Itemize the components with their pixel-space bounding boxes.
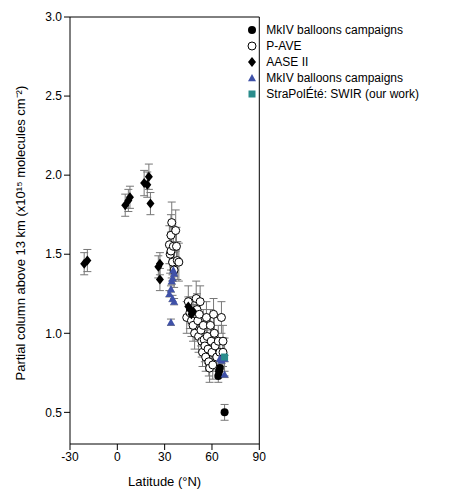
svg-text:2.5: 2.5 — [45, 89, 62, 103]
html-text:AASE II: AASE II — [266, 55, 309, 69]
html-text:MkIV balloons campaigns: MkIV balloons campaigns — [266, 23, 403, 37]
svg-text:3.0: 3.0 — [45, 10, 62, 24]
svg-text:Latitude (°N): Latitude (°N) — [128, 474, 201, 489]
svg-text:60: 60 — [205, 450, 219, 464]
html-text:P-AVE: P-AVE — [266, 39, 302, 53]
html-text:StraPolÉté: SWIR (our work): StraPolÉté: SWIR (our work) — [266, 87, 419, 101]
svg-text:1.0: 1.0 — [45, 327, 62, 341]
html-text:MkIV balloons campaigns: MkIV balloons campaigns — [266, 71, 403, 85]
svg-text:90: 90 — [253, 450, 267, 464]
svg-text:0.5: 0.5 — [45, 406, 62, 420]
svg-text:Partial column above 13 km (x1: Partial column above 13 km (x10¹⁵ molecu… — [13, 86, 28, 381]
svg-text:30: 30 — [158, 450, 172, 464]
svg-text:2.0: 2.0 — [45, 168, 62, 182]
svg-text:0: 0 — [114, 450, 121, 464]
svg-text:-30: -30 — [61, 450, 79, 464]
svg-text:1.5: 1.5 — [45, 247, 62, 261]
